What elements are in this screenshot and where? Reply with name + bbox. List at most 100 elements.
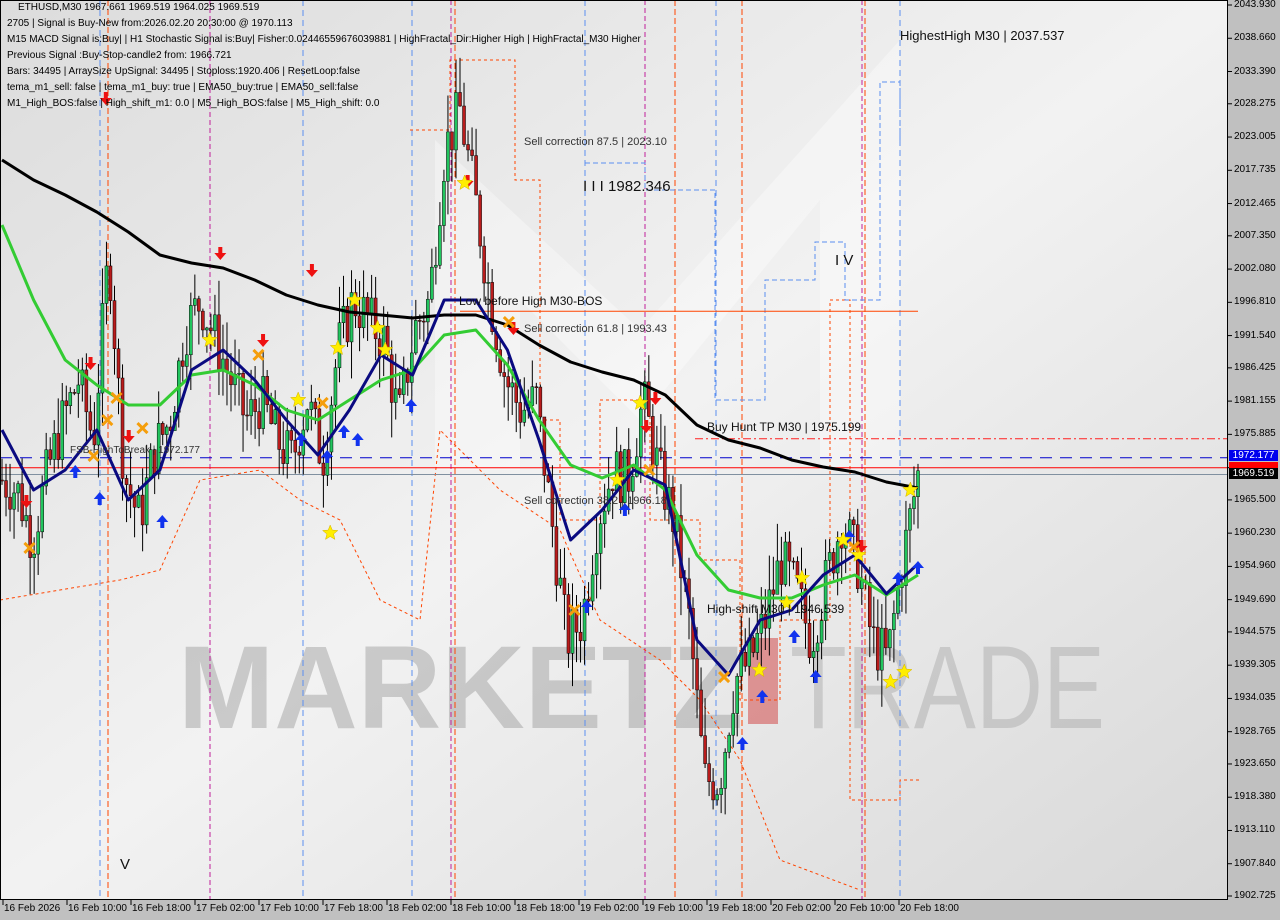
wave-4-label: I V xyxy=(835,252,854,269)
bear-candle xyxy=(562,577,567,595)
bull-candle xyxy=(570,609,575,654)
bid-price-label xyxy=(1229,462,1278,468)
bull-candle xyxy=(104,265,109,304)
bull-candle xyxy=(755,632,760,653)
bull-candle xyxy=(80,369,85,386)
fsb-price-label: 1972.177 xyxy=(1229,450,1278,461)
x-tick-label: 18 Feb 18:00 xyxy=(516,903,575,914)
bull-candle xyxy=(912,496,916,509)
buy-arrow-icon xyxy=(580,600,593,614)
bull-candle xyxy=(16,483,20,494)
x-tick-label: 17 Feb 10:00 xyxy=(260,903,319,914)
sell-arrow-icon xyxy=(214,247,227,261)
info-line: Bars: 34495 | ArraySize UpSignal: 34495 … xyxy=(7,66,361,77)
cross-icon xyxy=(847,540,860,554)
bear-candle xyxy=(4,480,8,498)
bear-candle xyxy=(695,658,699,691)
bull-candle xyxy=(735,675,739,714)
x-tick-label: 16 Feb 18:00 xyxy=(132,903,191,914)
x-tick-label: 18 Feb 02:00 xyxy=(388,903,447,914)
bear-candle xyxy=(534,386,539,388)
bear-candle xyxy=(112,300,117,349)
buy-arrow-icon xyxy=(912,561,924,575)
ema_fast-line xyxy=(0,298,920,677)
sell-arrow-icon xyxy=(84,356,97,370)
symbol-ohlc: ETHUSD,M30 1967.661 1969.519 1964.025 19… xyxy=(18,2,260,13)
bull-candle xyxy=(880,627,884,671)
bear-candle xyxy=(502,372,506,377)
info-line: M15 MACD Signal is:Buy| | H1 Stochastic … xyxy=(7,34,641,45)
bear-candle xyxy=(357,315,362,329)
x-tick-label: 19 Feb 02:00 xyxy=(580,903,639,914)
star-icon xyxy=(902,481,919,498)
bear-candle xyxy=(647,381,651,417)
bull-candle xyxy=(823,560,828,621)
bull-candle xyxy=(486,282,490,284)
star-icon xyxy=(793,569,811,586)
bear-candle xyxy=(482,245,486,284)
bear-candle xyxy=(474,155,478,196)
bear-candle xyxy=(217,314,221,371)
bear-candle xyxy=(518,402,523,423)
y-tick-label: 1965.500 xyxy=(1234,493,1276,505)
star-icon xyxy=(778,594,795,611)
bear-candle xyxy=(554,526,559,586)
bear-candle xyxy=(116,348,121,379)
y-tick-label: 2023.005 xyxy=(1234,131,1276,143)
y-tick-label: 2017.735 xyxy=(1234,164,1276,176)
bear-candle xyxy=(128,484,133,497)
bear-candle xyxy=(538,386,543,418)
bear-candle xyxy=(872,626,876,629)
y-tick-label: 1991.540 xyxy=(1234,329,1276,341)
bull-candle xyxy=(715,794,719,801)
bull-candle xyxy=(438,225,442,266)
wave-5-label: V xyxy=(120,856,131,873)
bull-candle xyxy=(446,131,450,182)
bull-candle xyxy=(522,409,527,423)
cross-icon xyxy=(643,463,656,477)
bear-candle xyxy=(406,369,410,383)
y-tick-label: 1939.305 xyxy=(1234,659,1276,671)
bear-candle xyxy=(84,369,89,413)
bull-candle xyxy=(156,423,161,474)
orange-step-line xyxy=(410,59,920,801)
bull-candle xyxy=(136,494,141,508)
sell-correction-38-label: Sell correction 38.2 | 1966.18 xyxy=(524,495,667,507)
bull-candle xyxy=(52,433,56,460)
bull-candle xyxy=(835,541,840,574)
star-icon xyxy=(456,174,473,191)
x-axis-ticks xyxy=(2,900,900,905)
bull-candle xyxy=(185,354,189,367)
bear-candle xyxy=(771,589,776,595)
sell-arrow-icon xyxy=(640,420,653,434)
star-icon xyxy=(608,471,626,488)
star-icon xyxy=(321,524,339,540)
buy-arrow-icon xyxy=(788,629,801,643)
cross-icon xyxy=(502,315,515,329)
x-tick-label: 16 Feb 2026 xyxy=(4,903,61,914)
star-icon xyxy=(346,291,363,308)
bear-candle xyxy=(663,451,667,510)
bull-candle xyxy=(369,297,374,315)
bear-candle xyxy=(72,392,77,394)
bull-candle xyxy=(213,314,217,332)
y-tick-label: 1902.725 xyxy=(1234,890,1276,901)
bull-candle xyxy=(775,560,780,595)
bull-candle xyxy=(164,426,169,435)
bear-candle xyxy=(418,320,422,322)
x-tick-label: 20 Feb 18:00 xyxy=(900,903,959,914)
info-line: M1_High_BOS:false | High_shift_m1: 0.0 |… xyxy=(7,98,380,109)
bear-candle xyxy=(743,651,747,667)
bull-candle xyxy=(896,587,900,614)
bull-candle xyxy=(558,577,563,586)
cross-icon xyxy=(718,670,731,684)
bear-candle xyxy=(201,310,205,331)
x-tick-label: 17 Feb 02:00 xyxy=(196,903,255,914)
bear-candle xyxy=(610,488,615,492)
info-line: 2705 | Signal is Buy-New from:2026.02.20… xyxy=(7,18,293,29)
bear-candle xyxy=(181,360,185,367)
y-tick-label: 1986.425 xyxy=(1234,361,1276,373)
bull-candle xyxy=(305,409,310,431)
bear-candle xyxy=(659,447,663,452)
